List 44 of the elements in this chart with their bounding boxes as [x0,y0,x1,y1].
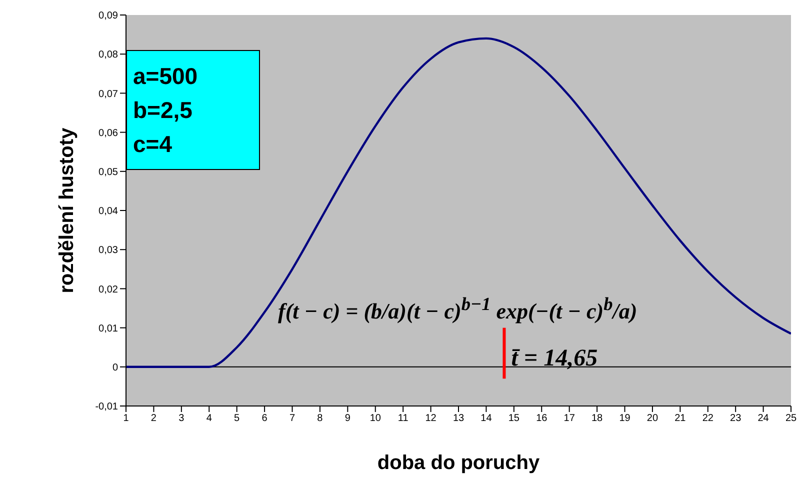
parameter-box: a=500 b=2,5 c=4 [126,50,260,170]
x-tick-label: 2 [150,413,157,424]
x-tick-label: 15 [508,413,520,424]
y-tick-label: 0,05 [98,166,118,178]
x-tick-label: 7 [289,413,296,424]
x-tick-label: 1 [123,413,130,424]
x-tick-label: 16 [536,413,548,424]
x-tick-label: 18 [591,413,604,424]
x-tick-label: 19 [619,413,631,424]
y-tick-label: 0,06 [98,128,118,139]
y-tick-label: 0,03 [98,245,118,256]
y-tick-label: 0,09 [98,10,118,22]
x-tick-label: 8 [317,413,324,424]
ref-line-label: t̄ = 14,65 [511,346,598,372]
x-tick-label: 20 [646,413,658,424]
x-tick-label: 13 [452,413,464,424]
x-tick-label: 10 [370,413,382,424]
x-tick-label: 11 [398,413,409,424]
annotation: f(t − c) = (b/a)(t − c)$^{b−1}$ exp(−(t − c)$^{b}$/a) [278,294,638,324]
y-tick-label: 0 [112,362,118,374]
x-axis-title: doba do poruchy [377,452,540,474]
x-tick-label: 21 [674,413,686,424]
x-tick-label: 12 [425,413,437,424]
y-tick-label: 0,01 [98,323,118,334]
x-tick-label: 17 [564,413,576,424]
y-axis-title: rozdělení hustoty [56,126,78,294]
x-tick-label: 3 [178,413,185,424]
y-tick-label: 0,07 [98,88,118,100]
x-tick-label: 24 [758,413,770,424]
x-tick-label: 9 [344,413,351,424]
x-tick-label: 23 [730,413,742,424]
x-tick-label: 4 [206,413,212,424]
x-tick-label: 14 [480,413,492,424]
y-tick-label: 0,02 [98,284,118,296]
annotation: a=500 [133,62,199,91]
x-tick-label: 5 [234,413,240,424]
x-tick-label: 25 [785,413,797,424]
y-tick-label: 0,04 [98,206,118,218]
y-tick-label: 0,08 [98,50,118,61]
y-tick-label: -0,01 [95,402,118,413]
annotation: c=4 [133,130,174,159]
annotation: b=2,5 [133,96,194,125]
x-tick-label: 6 [262,413,268,424]
x-tick-label: 22 [702,413,714,424]
